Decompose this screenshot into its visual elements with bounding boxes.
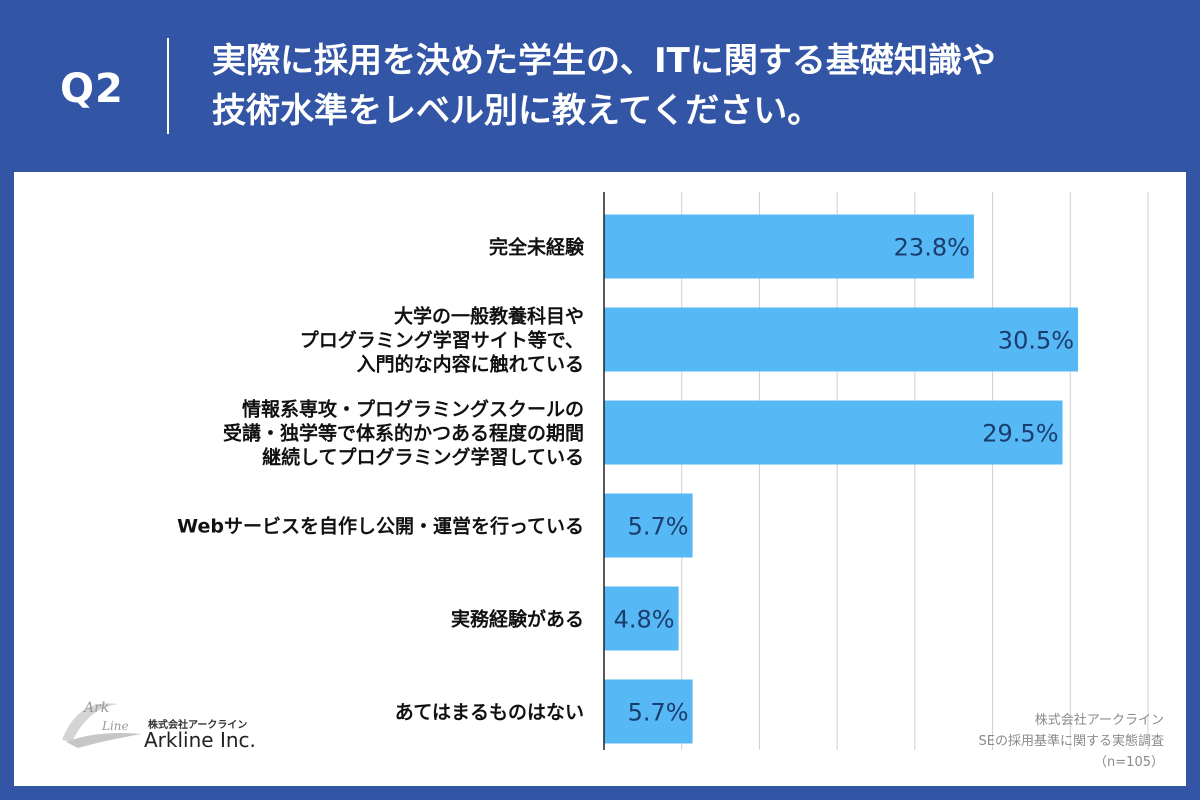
category-label: 入門的な内容に触れている (357, 353, 584, 376)
bar (604, 214, 974, 279)
category-label: 完全未経験 (489, 236, 585, 259)
bar (604, 307, 1079, 372)
arkline-logo-mark-icon: Ark Line (62, 700, 142, 748)
category-label: プログラミング学習サイト等で、 (300, 329, 584, 352)
bar (604, 493, 693, 558)
bar-value-label: 4.8% (614, 606, 675, 634)
category-label: 継続してプログラミング学習している (262, 446, 584, 469)
bar-value-label: 5.7% (628, 513, 689, 541)
svg-text:Line: Line (101, 719, 129, 733)
bar (604, 400, 1063, 465)
category-label: 実務経験がある (451, 608, 584, 631)
logo-company-jp: 株式会社アークライン (148, 720, 248, 731)
question-title: 実際に採用を決めた学生の、ITに関する基礎知識や 技術水準をレベル別に教えてくだ… (212, 36, 1172, 136)
category-label: 情報系専攻・プログラミングスクールの (242, 398, 584, 421)
source-note: 株式会社アークライン SEの採用基準に関する実態調査 （n=105） (804, 710, 1164, 773)
header: Q2 実際に採用を決めた学生の、ITに関する基礎知識や 技術水準をレベル別に教え… (0, 0, 1200, 172)
source-sample: （n=105） (1094, 755, 1164, 770)
category-label: Webサービスを自作し公開・運営を行っている (177, 515, 584, 538)
bar-value-label: 23.8% (894, 234, 970, 262)
question-title-line1: 実際に採用を決めた学生の、ITに関する基礎知識や (212, 41, 996, 81)
bar-value-label: 30.5% (998, 327, 1074, 355)
svg-text:Ark: Ark (82, 700, 109, 716)
arkline-logo: Ark Line (48, 690, 248, 750)
chart-panel (14, 172, 1186, 786)
logo-company-name: Arkline Inc. (144, 728, 256, 752)
bar (604, 679, 693, 744)
category-label: 大学の一般教養科目や (394, 305, 584, 328)
category-label: あてはまるものはない (395, 702, 584, 724)
question-label: Q2 (60, 66, 124, 112)
category-label: 受講・独学等で体系的かつある程度の期間 (223, 422, 584, 445)
source-survey: SEの採用基準に関する実態調査 (978, 734, 1164, 749)
bar-value-label: 5.7% (628, 699, 689, 727)
source-company: 株式会社アークライン (1034, 713, 1164, 728)
bar-value-label: 29.5% (982, 420, 1058, 448)
bar (604, 586, 679, 651)
question-title-line2: 技術水準をレベル別に教えてください。 (212, 91, 822, 131)
header-divider (167, 38, 169, 134)
